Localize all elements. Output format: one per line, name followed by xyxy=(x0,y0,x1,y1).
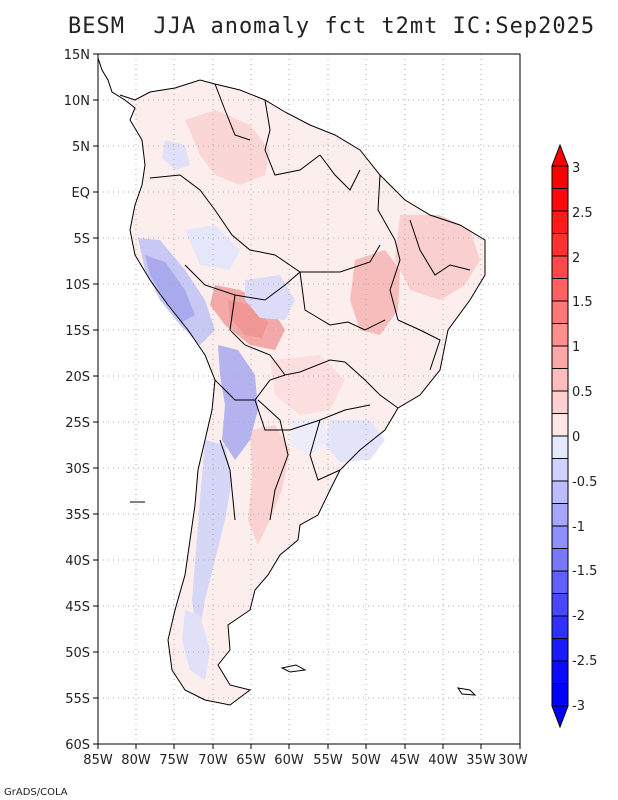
colorbar-segment xyxy=(551,188,569,212)
cool-anomaly-bolivia xyxy=(185,225,240,270)
map-title: BESM JJA anomaly fct t2mt IC:Sep2025 xyxy=(68,14,596,39)
lat-label: EQ xyxy=(72,186,90,201)
lat-label: 60S xyxy=(65,738,90,753)
country-borders xyxy=(149,83,471,521)
colorbar-segment xyxy=(551,255,569,279)
colorbar-label: 2.5 xyxy=(572,206,593,221)
cool-anomaly-amazon xyxy=(245,275,295,320)
lat-label: 30S xyxy=(65,462,90,477)
lon-label: 75W xyxy=(159,753,189,768)
lon-label: 70W xyxy=(198,753,228,768)
colorbar-label: -0.5 xyxy=(572,475,597,490)
colorbar-segment xyxy=(551,480,569,504)
lon-label: 30W xyxy=(498,753,528,768)
lat-label: 15S xyxy=(65,324,90,339)
colorbar-label: -2.5 xyxy=(572,654,597,669)
lat-axis: 15N 10N 5N EQ 5S 10S 15S 20S 25S 30S 35S… xyxy=(64,48,98,753)
lon-label: 40W xyxy=(428,753,458,768)
colorbar-segment xyxy=(551,548,569,572)
colorbar-segment xyxy=(551,458,569,482)
colorbar-segment xyxy=(551,233,569,257)
lat-label: 35S xyxy=(65,508,90,523)
coastline xyxy=(98,57,486,706)
colorbar-segment xyxy=(551,278,569,302)
lon-label: 65W xyxy=(236,753,266,768)
colorbar-segment xyxy=(551,615,569,639)
colorbar-top-arrow xyxy=(551,143,569,167)
lat-label: 45S xyxy=(65,600,90,615)
colorbar-segment xyxy=(551,300,569,324)
colorbar-label: -2 xyxy=(572,609,585,624)
colorbar-label: 1 xyxy=(572,340,580,355)
credit-text: GrADS/COLA xyxy=(4,787,68,798)
colorbar-segment xyxy=(551,390,569,414)
colorbar-label: 0 xyxy=(572,430,580,445)
lon-axis: 85W 80W 75W 70W 65W 60W 55W 50W 45W 40W … xyxy=(83,744,528,768)
colorbar-label: 0.5 xyxy=(572,385,593,400)
colorbar-segment xyxy=(551,593,569,617)
colorbar-bottom-arrow xyxy=(551,705,569,729)
colorbar-label: 2 xyxy=(572,251,580,266)
colorbar-segment xyxy=(551,660,569,684)
lat-label: 10N xyxy=(64,94,90,109)
cool-anomaly-chile xyxy=(192,440,232,640)
lon-label: 50W xyxy=(351,753,381,768)
colorbar: 3 2.5 2 1.5 1 0.5 0 -0.5 -1 -1.5 -2 -2.5… xyxy=(551,143,597,729)
warm-anomaly-northeast xyxy=(395,215,480,300)
colorbar-label: -3 xyxy=(572,699,585,714)
colorbar-label: 3 xyxy=(572,161,580,176)
cool-anomaly-patagonia xyxy=(182,610,210,680)
plot-frame xyxy=(97,53,521,745)
colorbar-segment xyxy=(551,503,569,527)
lat-label: 50S xyxy=(65,646,90,661)
lon-label: 80W xyxy=(121,753,151,768)
colorbar-segment xyxy=(551,638,569,662)
lat-label: 5N xyxy=(72,140,90,155)
colorbar-segment xyxy=(551,210,569,234)
cool-anomaly-uruguay xyxy=(325,420,385,462)
cool-anomaly-atacama xyxy=(218,345,258,460)
colorbar-segment xyxy=(551,413,569,437)
colorbar-segment xyxy=(551,323,569,347)
colorbar-segment xyxy=(551,435,569,459)
warm-anomaly-south xyxy=(248,425,290,545)
warm-anomaly-andes-core xyxy=(228,300,268,338)
lon-label: 60W xyxy=(274,753,304,768)
colorbar-segment xyxy=(551,165,569,189)
lat-label: 40S xyxy=(65,554,90,569)
lon-label: 55W xyxy=(313,753,343,768)
lat-label: 5S xyxy=(73,232,90,247)
cool-anomaly-peru-core xyxy=(145,255,195,322)
colorbar-segment xyxy=(551,570,569,594)
cool-anomaly-chaco-south xyxy=(290,418,330,455)
lon-label: 45W xyxy=(390,753,420,768)
cool-anomaly-ecuador xyxy=(162,140,190,170)
lat-label: 25S xyxy=(65,416,90,431)
colorbar-label: -1.5 xyxy=(572,564,597,579)
anomaly-field xyxy=(130,80,485,705)
warm-anomaly-north xyxy=(185,110,270,185)
colorbar-label: 1.5 xyxy=(572,295,593,310)
lat-label: 10S xyxy=(65,278,90,293)
colorbar-segment xyxy=(551,683,569,707)
lon-label: 35W xyxy=(466,753,496,768)
lon-label: 85W xyxy=(83,753,113,768)
colorbar-label: -1 xyxy=(572,520,585,535)
warm-anomaly-central xyxy=(350,250,400,335)
colorbar-segment xyxy=(551,525,569,549)
lat-label: 15N xyxy=(64,48,90,63)
colorbar-segment xyxy=(551,345,569,369)
lat-label: 20S xyxy=(65,370,90,385)
colorbar-segment xyxy=(551,368,569,392)
lat-label: 55S xyxy=(65,692,90,707)
